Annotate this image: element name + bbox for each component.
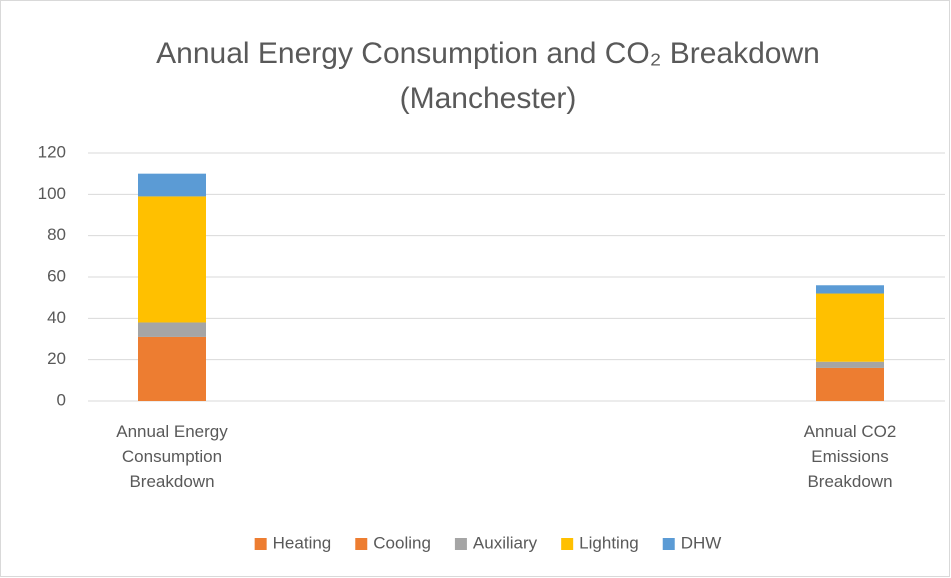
legend-item: Lighting <box>561 533 639 552</box>
x-tick-label: Annual CO2 Emissions Breakdown <box>803 422 897 491</box>
legend-swatch <box>662 538 675 550</box>
chart-title: Annual Energy Consumption and CO₂ Breakd… <box>156 37 820 70</box>
legend-label: Lighting <box>579 533 639 552</box>
legend-label: Cooling <box>373 533 431 552</box>
y-tick-label: 100 <box>38 184 66 203</box>
chart-title: (Manchester) <box>400 82 577 115</box>
bar-segment <box>138 336 206 401</box>
bar-segment <box>816 293 884 362</box>
y-tick-label: 120 <box>38 142 66 161</box>
y-tick-label: 40 <box>47 308 66 327</box>
bar-segment <box>816 361 884 368</box>
x-tick-label-box: Annual CO2 Emissions Breakdown <box>803 422 897 491</box>
legend-item: Cooling <box>355 533 431 552</box>
y-tick-label: 0 <box>57 390 66 409</box>
legend-swatch <box>254 538 267 550</box>
legend-label: DHW <box>681 533 722 552</box>
bar-segment <box>138 173 206 197</box>
legend-label: Heating <box>273 533 332 552</box>
bar-segment <box>816 367 884 401</box>
legend-item: Heating <box>254 533 332 552</box>
legend-swatch <box>454 538 467 550</box>
legend-label: Auxiliary <box>473 533 538 552</box>
legend-item: DHW <box>662 533 722 552</box>
x-tick-label-box: Annual Energy Consumption Breakdown <box>116 422 228 491</box>
legend-swatch <box>355 538 368 550</box>
bar-segment <box>138 196 206 323</box>
x-tick-label: Annual Energy Consumption Breakdown <box>116 422 228 491</box>
bar-segment <box>816 285 884 294</box>
y-tick-label: 60 <box>47 266 66 285</box>
legend-item: Auxiliary <box>454 533 538 552</box>
legend-swatch <box>561 538 574 550</box>
y-tick-label: 80 <box>47 225 66 244</box>
bar-segment <box>138 322 206 337</box>
y-tick-label: 20 <box>47 349 66 368</box>
